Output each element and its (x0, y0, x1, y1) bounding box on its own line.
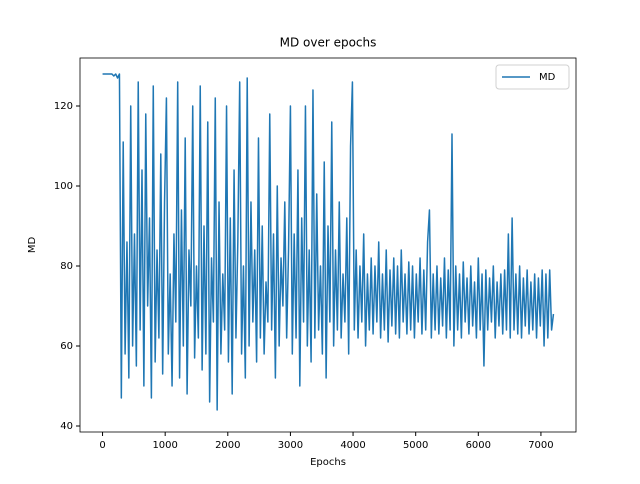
legend-label: MD (539, 72, 556, 83)
line-series (102, 73, 555, 411)
x-tick-label: 5000 (403, 440, 428, 451)
x-tick-label: 7000 (528, 440, 553, 451)
y-tick-label: 120 (54, 101, 73, 112)
y-tick-label: 60 (60, 341, 73, 352)
y-tick-label: 80 (60, 261, 73, 272)
x-tick-label: 0 (99, 440, 105, 451)
chart-title: MD over epochs (280, 36, 377, 50)
x-tick-label: 4000 (340, 440, 365, 451)
x-axis-label: Epochs (310, 457, 346, 468)
x-tick-label: 1000 (152, 440, 177, 451)
plot-frame (79, 57, 577, 433)
x-tick-label: 6000 (466, 440, 491, 451)
y-tick-label: 100 (54, 181, 73, 192)
x-tick-label: 3000 (278, 440, 303, 451)
y-tick-label: 40 (60, 421, 73, 432)
x-tick-label: 2000 (215, 440, 240, 451)
y-axis-label: MD (27, 237, 38, 254)
legend-box (495, 64, 570, 90)
